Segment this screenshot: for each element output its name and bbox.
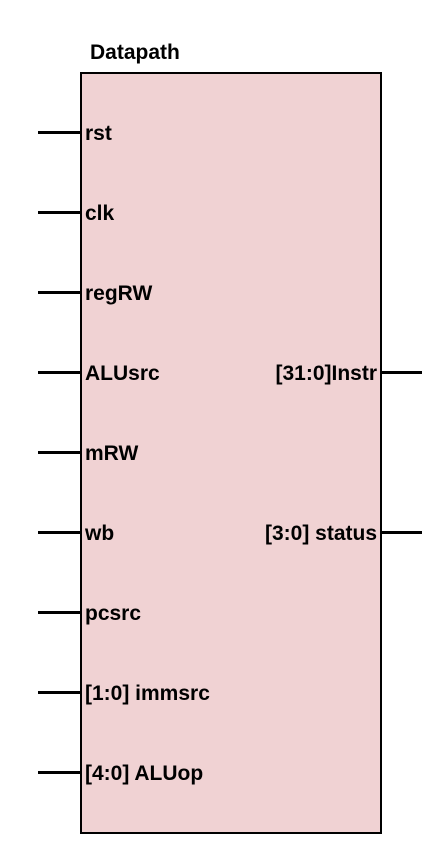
- input-port-pcsrc: pcsrc: [85, 602, 142, 625]
- input-wire-alusrc: [38, 371, 82, 374]
- input-wire-mrw: [38, 451, 82, 454]
- input-wire-rst: [38, 131, 82, 134]
- input-port-rst: rst: [85, 122, 112, 145]
- output-port-status: [3:0] status: [264, 522, 377, 545]
- input-port-aluop: [4:0] ALUop: [85, 762, 204, 785]
- input-port-alusrc: ALUsrc: [85, 362, 160, 385]
- datapath-block: [80, 72, 382, 834]
- input-wire-regrw: [38, 291, 82, 294]
- input-port-clk: clk: [85, 202, 115, 225]
- output-wire-status: [380, 531, 422, 534]
- input-port-immsrc: [1:0] immsrc: [85, 682, 210, 705]
- output-wire-instr: [380, 371, 422, 374]
- input-wire-wb: [38, 531, 82, 534]
- output-port-instr: [31:0]Instr: [275, 362, 377, 385]
- input-wire-clk: [38, 211, 82, 214]
- input-wire-aluop: [38, 771, 82, 774]
- input-wire-immsrc: [38, 691, 82, 694]
- input-wire-pcsrc: [38, 611, 82, 614]
- input-port-wb: wb: [85, 522, 115, 545]
- input-port-regrw: regRW: [85, 282, 153, 305]
- block-title: Datapath: [90, 41, 180, 64]
- input-port-mrw: mRW: [85, 442, 139, 465]
